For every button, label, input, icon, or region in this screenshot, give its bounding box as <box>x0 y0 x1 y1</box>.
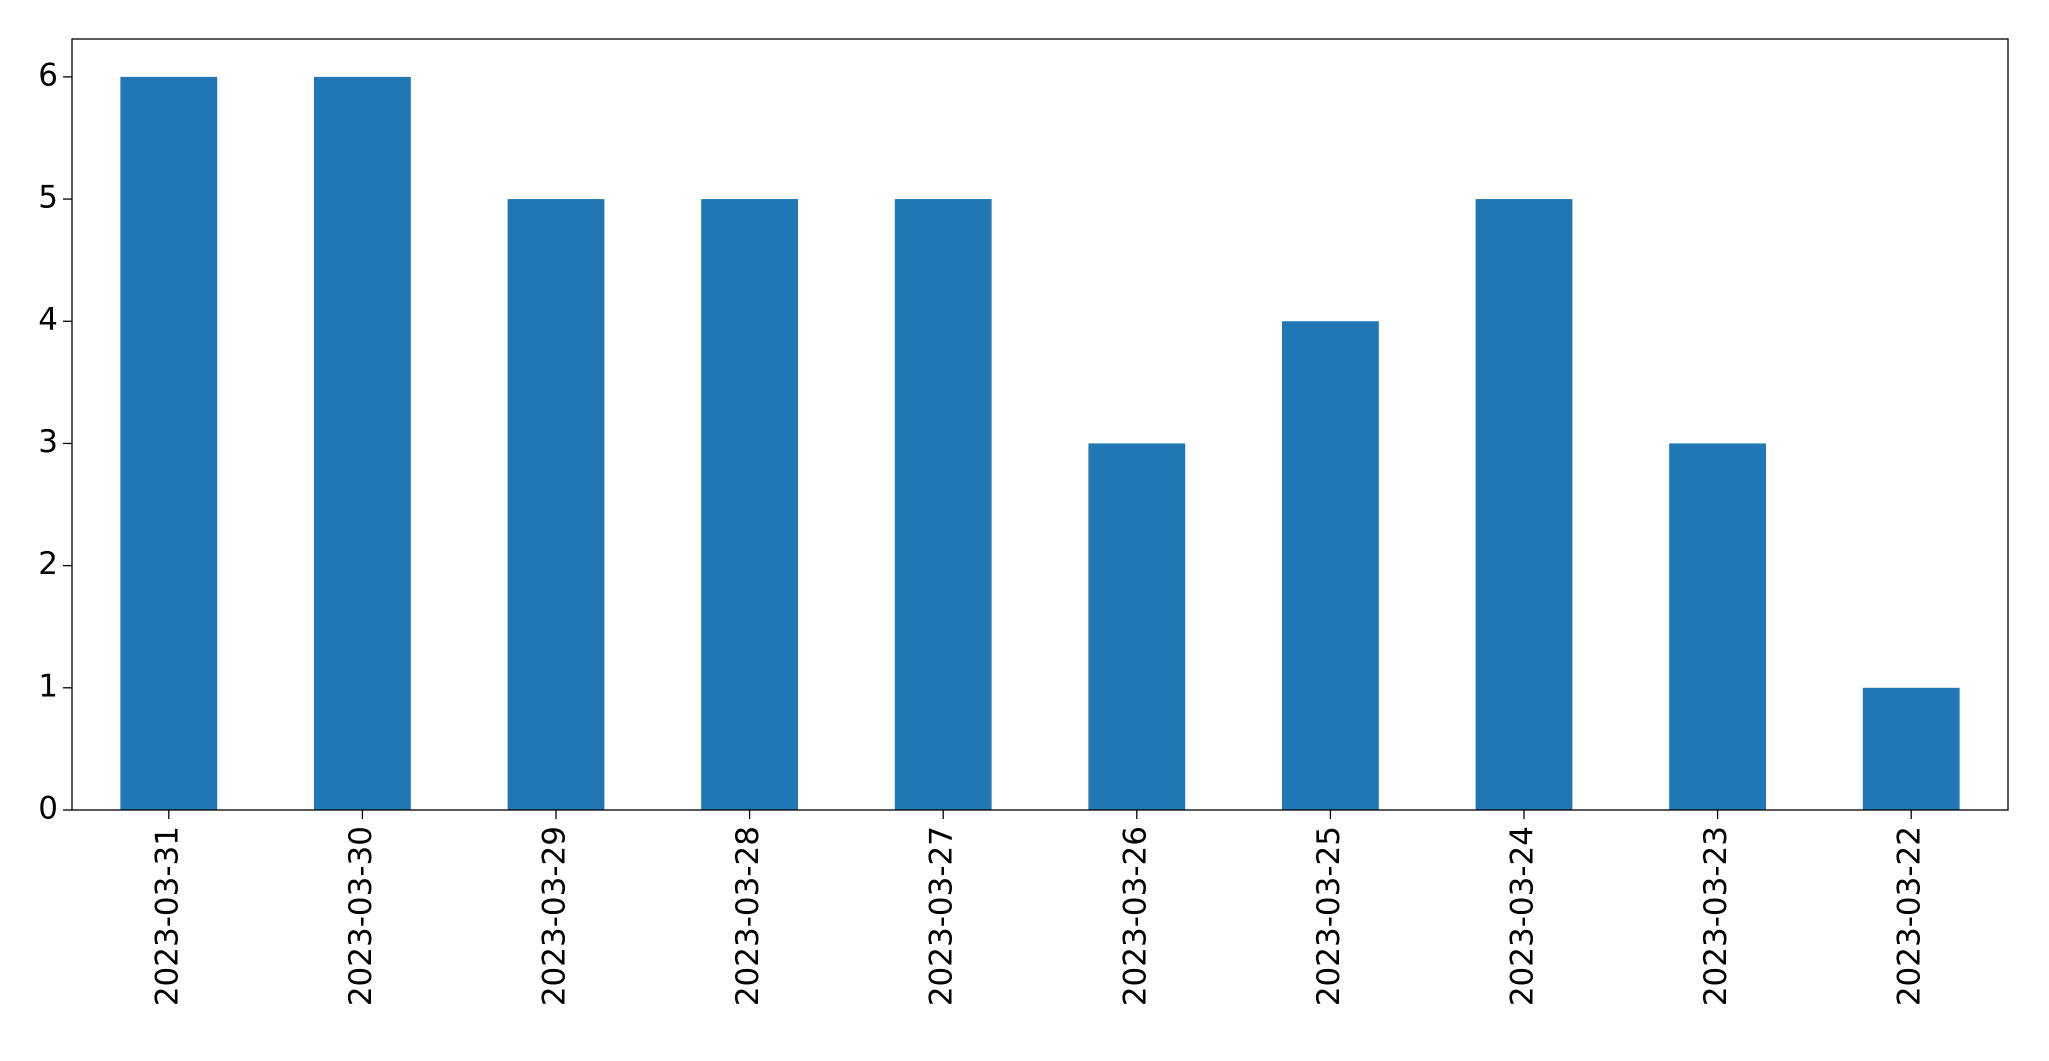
bar <box>1862 687 1960 810</box>
bar <box>507 199 605 811</box>
bar <box>120 76 218 810</box>
y-tick-label: 3 <box>38 424 58 460</box>
x-tick-label: 2023-03-31 <box>149 826 185 1006</box>
x-tick-label: 2023-03-23 <box>1698 826 1734 1006</box>
y-tick-label: 0 <box>38 791 58 827</box>
bar <box>1088 443 1186 810</box>
x-tick-label: 2023-03-27 <box>924 826 960 1006</box>
y-tick-label: 4 <box>38 302 58 338</box>
bar <box>314 76 411 810</box>
x-tick-label: 2023-03-28 <box>730 826 766 1006</box>
bar <box>701 199 798 811</box>
bar <box>1282 321 1379 810</box>
bar <box>1669 443 1766 810</box>
y-tick-label: 2 <box>38 546 58 582</box>
bar <box>894 199 992 811</box>
y-tick-label: 1 <box>38 668 58 704</box>
plot-frame <box>71 38 2009 811</box>
y-tick-label: 5 <box>38 180 58 216</box>
x-tick-label: 2023-03-26 <box>1117 826 1153 1006</box>
x-tick-label: 2023-03-24 <box>1505 826 1541 1006</box>
bar <box>1475 199 1573 811</box>
x-tick-label: 2023-03-25 <box>1311 826 1347 1006</box>
x-tick-label: 2023-03-22 <box>1892 826 1928 1006</box>
x-tick-label: 2023-03-30 <box>343 826 379 1006</box>
y-tick-label: 6 <box>38 57 58 93</box>
x-tick-label: 2023-03-29 <box>537 826 573 1006</box>
